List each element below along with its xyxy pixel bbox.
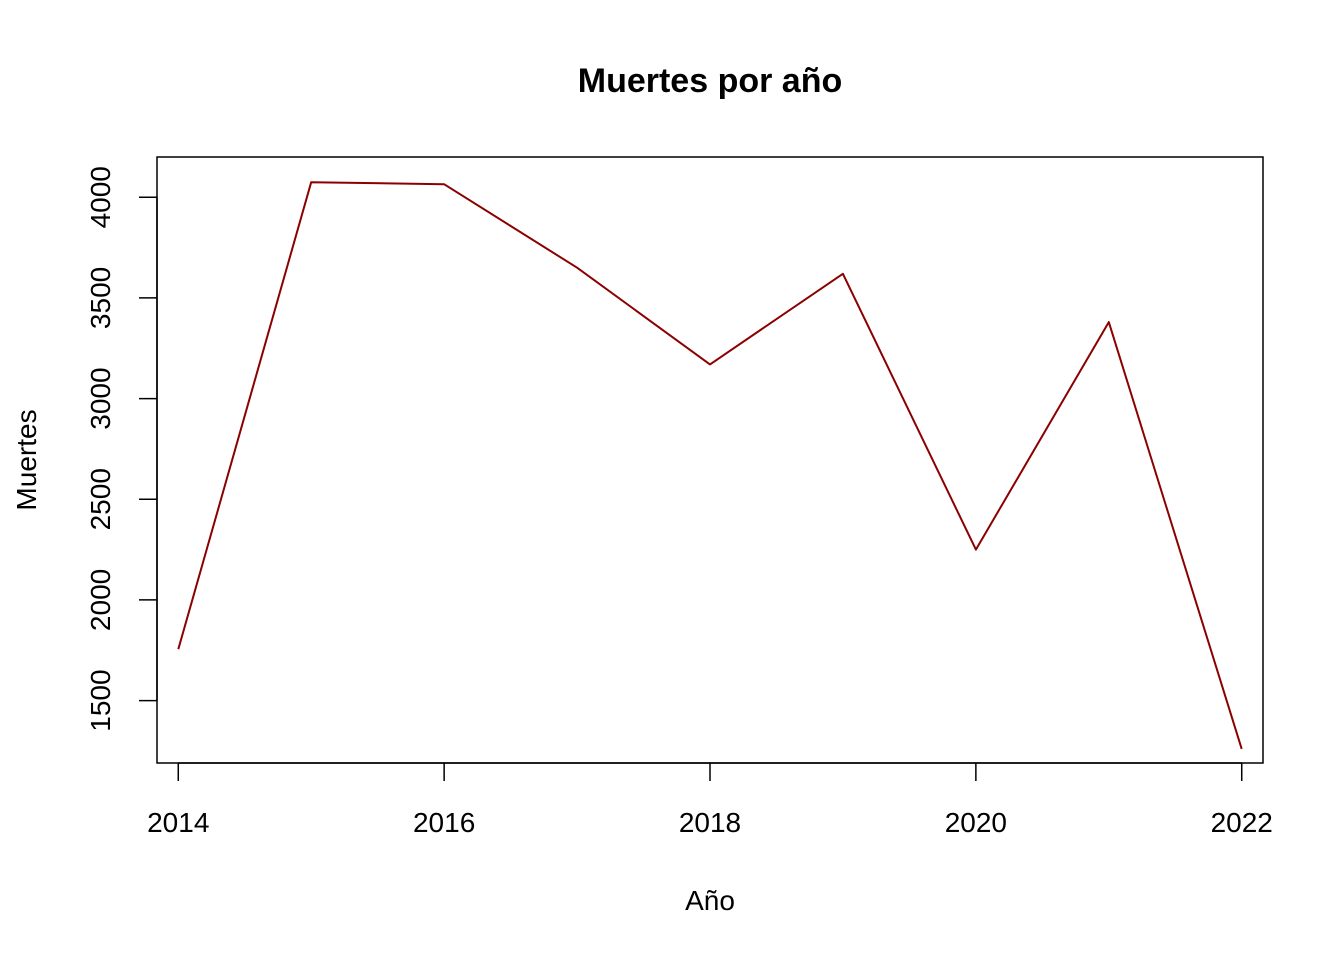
y-tick-label: 4000 xyxy=(85,166,116,228)
x-tick-label: 2014 xyxy=(147,807,209,838)
plot-frame xyxy=(156,156,1264,764)
x-axis: 2014 2016 2018 2020 2022 xyxy=(147,762,1273,838)
y-axis: 1500 2000 2500 3000 3500 4000 xyxy=(85,166,158,732)
y-tick-label: 2000 xyxy=(85,569,116,631)
x-tick-label: 2022 xyxy=(1211,807,1273,838)
x-tick-label: 2018 xyxy=(679,807,741,838)
y-tick-label: 3500 xyxy=(85,267,116,329)
x-tick-label: 2016 xyxy=(413,807,475,838)
y-tick-label: 1500 xyxy=(85,669,116,731)
y-tick-label: 2500 xyxy=(85,468,116,530)
x-axis-label: Año xyxy=(685,885,735,916)
series-line xyxy=(177,181,1243,750)
chart-title: Muertes por año xyxy=(578,62,842,100)
y-axis-label: Muertes xyxy=(11,409,42,510)
series-group xyxy=(177,181,1243,750)
x-tick-label: 2020 xyxy=(945,807,1007,838)
y-tick-label: 3000 xyxy=(85,367,116,429)
